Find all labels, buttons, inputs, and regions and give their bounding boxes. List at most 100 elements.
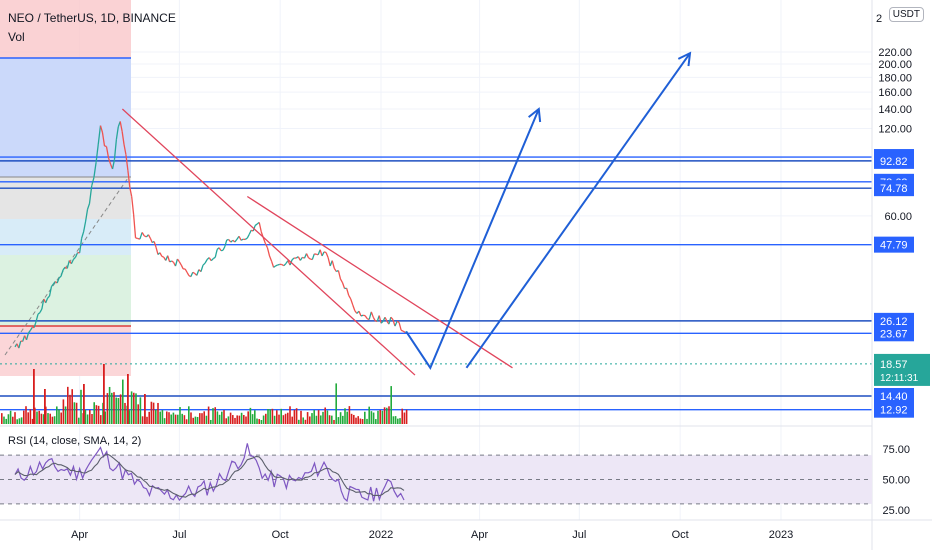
currency-button[interactable]: USDT bbox=[888, 7, 924, 22]
volume-bar bbox=[205, 415, 208, 424]
volume-bar bbox=[287, 412, 289, 424]
zone-blue-top bbox=[0, 58, 131, 177]
price-segment bbox=[238, 235, 242, 241]
rsi-axis[interactable]: 75.00 50.00 25.00 bbox=[882, 444, 910, 517]
price-segment bbox=[97, 125, 102, 145]
level-price-tag[interactable] bbox=[874, 388, 914, 404]
volume-bar bbox=[5, 418, 7, 424]
price-segment bbox=[364, 315, 368, 320]
price-segment bbox=[141, 232, 145, 237]
price-segment bbox=[155, 247, 159, 255]
current-price-tag[interactable] bbox=[874, 353, 930, 386]
volume-bar bbox=[152, 402, 155, 424]
volume-bar bbox=[361, 419, 364, 424]
volume-bar bbox=[3, 416, 5, 424]
volume-bar bbox=[249, 407, 252, 424]
volume-bar bbox=[399, 418, 401, 424]
volume-bar bbox=[179, 407, 181, 424]
volume-bar bbox=[86, 414, 89, 424]
price-segment bbox=[218, 247, 222, 251]
price-segment bbox=[396, 320, 400, 324]
price-segment bbox=[378, 315, 382, 324]
volume-bar bbox=[172, 412, 175, 424]
volume-bar bbox=[225, 418, 227, 424]
trend-line[interactable] bbox=[246, 195, 513, 369]
level-price-tag[interactable] bbox=[874, 236, 914, 253]
price-segment bbox=[192, 271, 196, 274]
volume-bar bbox=[339, 412, 342, 424]
price-segment bbox=[266, 247, 271, 257]
volume-bar bbox=[234, 417, 236, 424]
price-segment bbox=[360, 314, 364, 317]
volume-bar bbox=[331, 415, 333, 424]
time-tick-label: 2023 bbox=[769, 529, 793, 541]
trend-line[interactable] bbox=[121, 108, 416, 376]
volume-bar bbox=[284, 413, 287, 424]
volume-bar bbox=[375, 419, 377, 424]
time-tick-label: Apr bbox=[471, 529, 488, 541]
volume-bar bbox=[309, 416, 311, 424]
time-axis[interactable]: Apr Jul Oct 2022 Apr Jul Oct 2023 bbox=[71, 529, 793, 541]
trend-lines[interactable] bbox=[121, 108, 513, 376]
level-price-tag[interactable] bbox=[874, 312, 914, 329]
level-price-tag[interactable] bbox=[874, 401, 914, 418]
axis-top-clip: 2 bbox=[876, 13, 883, 25]
price-segment bbox=[86, 203, 91, 210]
price-segment bbox=[50, 283, 54, 287]
volume-bar bbox=[150, 401, 153, 424]
volume-bar bbox=[106, 393, 109, 424]
volume-bar bbox=[103, 364, 105, 424]
price-segment bbox=[394, 321, 398, 327]
volume-bar bbox=[265, 413, 267, 424]
volume-bar bbox=[273, 415, 276, 424]
volume-bar bbox=[243, 414, 245, 424]
position-zones bbox=[0, 0, 131, 376]
rsi-label: RSI (14, close, SMA, 14, 2) bbox=[8, 435, 142, 447]
volume-bar bbox=[405, 409, 408, 424]
projection-arrows[interactable] bbox=[405, 51, 692, 370]
price-segment bbox=[277, 263, 280, 266]
volume-bar bbox=[111, 392, 113, 424]
price-segment bbox=[119, 121, 123, 132]
price-segment bbox=[139, 232, 143, 240]
volume-bar bbox=[16, 419, 18, 424]
volume-bar bbox=[201, 413, 203, 424]
price-segment bbox=[180, 264, 184, 270]
price-segment bbox=[88, 185, 93, 204]
volume-bar bbox=[203, 411, 205, 424]
volume-bar bbox=[12, 416, 14, 424]
price-tick-label: 180.00 bbox=[878, 72, 912, 84]
level-price-tag[interactable] bbox=[874, 325, 914, 342]
rsi-tick-label: 50.00 bbox=[882, 475, 910, 487]
volume-bar bbox=[364, 411, 366, 424]
price-tick-label: 60.00 bbox=[884, 211, 912, 223]
price-segment bbox=[380, 320, 384, 324]
volume-bar bbox=[168, 412, 170, 424]
volume-bar bbox=[192, 417, 194, 424]
zone-red-top bbox=[0, 0, 131, 58]
price-segment bbox=[105, 146, 110, 159]
volume-bar bbox=[137, 404, 139, 424]
projection-arrow[interactable] bbox=[465, 52, 691, 369]
volume-bar bbox=[194, 416, 197, 424]
volume-bar bbox=[311, 413, 313, 424]
volume-bar bbox=[177, 414, 179, 424]
volume-bar bbox=[322, 411, 324, 424]
price-segment bbox=[82, 221, 87, 232]
volume-bar bbox=[104, 411, 106, 424]
volume-bar bbox=[122, 379, 124, 424]
price-segment bbox=[129, 187, 133, 197]
price-segment bbox=[45, 297, 49, 304]
level-price-tag[interactable] bbox=[874, 180, 914, 197]
volume-bar bbox=[289, 406, 291, 424]
price-segment bbox=[123, 144, 127, 155]
level-price-tag[interactable] bbox=[874, 152, 914, 169]
projection-arrow[interactable] bbox=[405, 108, 540, 370]
price-segment bbox=[60, 269, 64, 277]
volume-bar bbox=[128, 410, 131, 424]
price-segment bbox=[240, 238, 244, 241]
price-segment bbox=[186, 271, 190, 277]
volume-bar bbox=[183, 415, 186, 424]
